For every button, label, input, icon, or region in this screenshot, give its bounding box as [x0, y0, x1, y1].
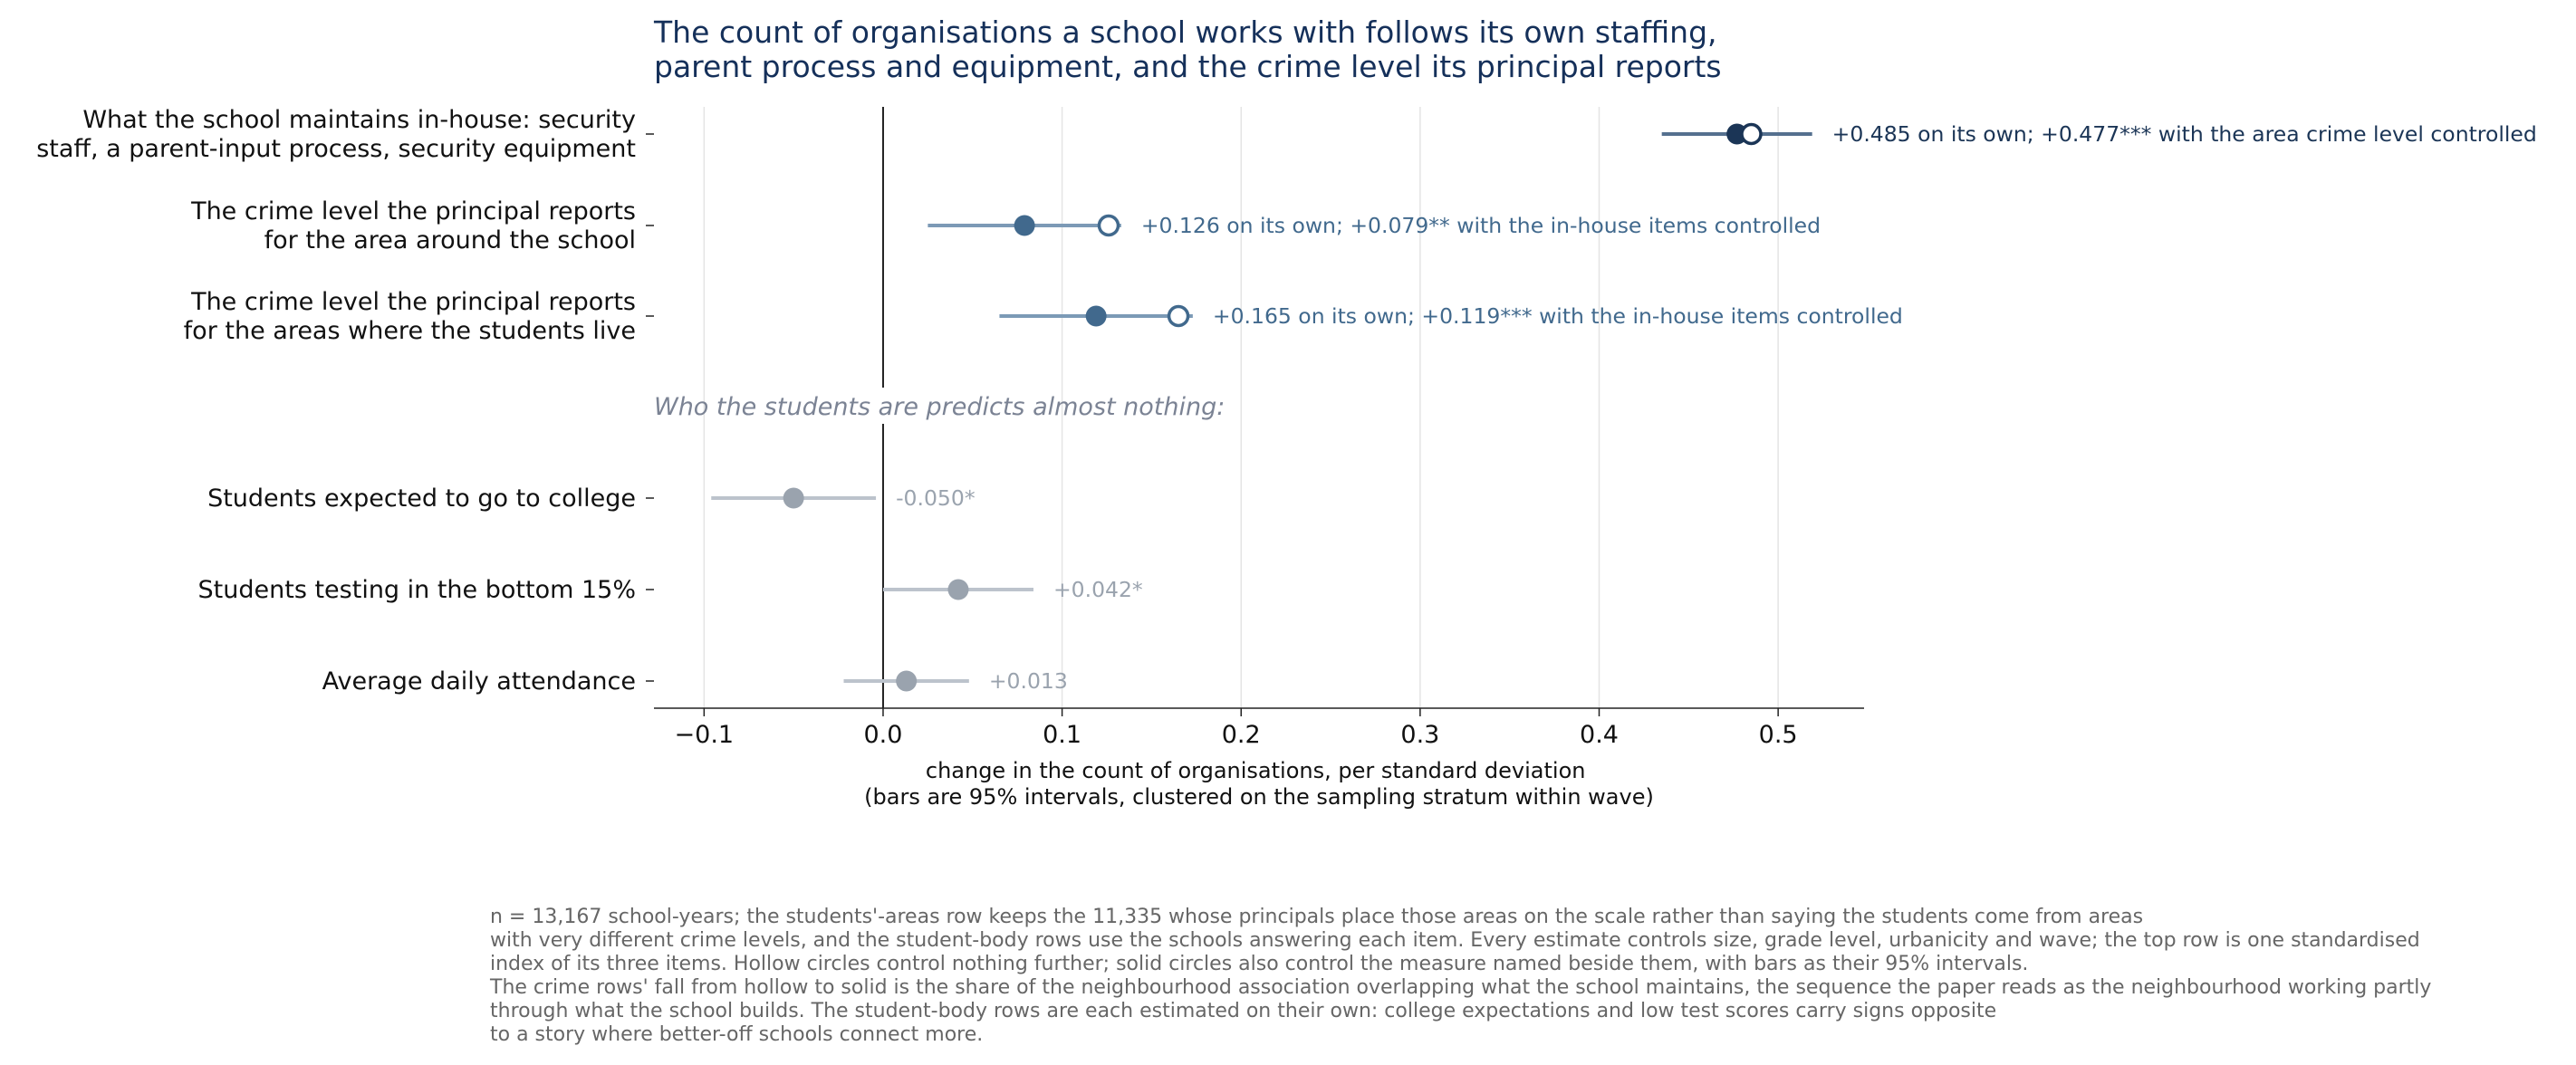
- row-1: The crime level the principal reports for…: [190, 197, 1821, 254]
- chart-title: The count of organisations a school work…: [653, 14, 1726, 84]
- footnote-line-1: n = 13,167 school-years; the students'-a…: [490, 906, 2143, 928]
- x-axis-label: change in the count of organisations, pe…: [864, 758, 1654, 810]
- x-axis: −0.1 0.0 0.1 0.2 0.3 0.4 0.5: [654, 707, 1864, 749]
- row-annotation-4: +0.042*: [1053, 577, 1143, 602]
- row-label-0-line-1: What the school maintains in-house: secu…: [82, 106, 636, 134]
- row-label-2: The crime level the principal reports for…: [184, 288, 636, 345]
- row-4: Students testing in the bottom 15% +0.042…: [198, 576, 1143, 604]
- hollow-point-1: [1097, 214, 1120, 237]
- chart-title-line-1: The count of organisations a school work…: [653, 14, 1717, 50]
- solid-point-5: [896, 670, 918, 692]
- row-label-0-line-2: staff, a parent-input process, security …: [36, 135, 636, 163]
- footnote: n = 13,167 school-years; the students'-a…: [489, 906, 2431, 1046]
- x-tick-label-3: 0.2: [1222, 721, 1261, 749]
- hollow-point-0: [1740, 122, 1763, 146]
- row-label-4: Students testing in the bottom 15%: [198, 576, 636, 604]
- row-label-1-line-1: The crime level the principal reports: [190, 197, 636, 225]
- row-label-3-line-1: Students expected to go to college: [207, 485, 636, 513]
- row-label-2-line-2: for the areas where the students live: [184, 317, 636, 345]
- footnote-line-3: index of its three items. Hollow circles…: [490, 953, 2028, 975]
- x-tick-label-4: 0.3: [1400, 721, 1439, 749]
- chart-title-line-2: parent process and equipment, and the cr…: [654, 49, 1722, 84]
- row-annotation-0: +0.485 on its own; +0.477*** with the ar…: [1832, 121, 2537, 147]
- hollow-point-2: [1167, 304, 1190, 328]
- chart-rows: What the school maintains in-house: secu…: [36, 106, 2537, 696]
- x-axis-label-line-1: change in the count of organisations, pe…: [926, 758, 1586, 783]
- footnote-text: n = 13,167 school-years; the students'-a…: [489, 906, 2431, 1046]
- row-label-0: What the school maintains in-house: secu…: [36, 106, 636, 163]
- x-tick-label-1: 0.0: [863, 721, 902, 749]
- x-tick-label-6: 0.5: [1759, 721, 1798, 749]
- solid-point-1: [1014, 215, 1035, 236]
- row-annotation-2: +0.165 on its own; +0.119*** with the in…: [1213, 303, 1903, 329]
- row-label-4-line-1: Students testing in the bottom 15%: [198, 576, 636, 604]
- row-label-3: Students expected to go to college: [207, 485, 636, 513]
- row-annotation-5: +0.013: [989, 668, 1068, 694]
- row-annotation-1: +0.126 on its own; +0.079** with the in-…: [1141, 213, 1821, 238]
- grid-lines: [703, 107, 1779, 708]
- row-3: Students expected to go to college -0.050…: [207, 485, 976, 513]
- solid-point-2: [1085, 305, 1107, 327]
- row-label-2-line-1: The crime level the principal reports: [190, 288, 636, 316]
- row-annotation-3: -0.050*: [896, 485, 976, 511]
- row-label-5-line-1: Average daily attendance: [322, 667, 636, 696]
- solid-point-4: [947, 579, 969, 600]
- section-note: Who the students are predicts almost not…: [654, 393, 1225, 421]
- x-axis-label-line-2: (bars are 95% intervals, clustered on th…: [864, 784, 1654, 810]
- solid-point-3: [783, 487, 804, 509]
- row-0: What the school maintains in-house: secu…: [36, 106, 2537, 163]
- x-tick-label-2: 0.1: [1043, 721, 1081, 749]
- row-label-1-line-2: for the area around the school: [264, 226, 636, 254]
- row-label-1: The crime level the principal reports for…: [190, 197, 636, 254]
- footnote-line-5: through what the school builds. The stud…: [490, 1000, 1996, 1022]
- footnote-line-2: with very different crime levels, and th…: [490, 929, 2420, 952]
- x-tick-label-0: −0.1: [675, 721, 735, 749]
- footnote-line-4: The crime rows' fall from hollow to soli…: [489, 976, 2431, 999]
- row-5: Average daily attendance +0.013: [322, 667, 1068, 696]
- row-label-5: Average daily attendance: [322, 667, 636, 696]
- footnote-line-6: to a story where better-off schools conn…: [490, 1023, 983, 1046]
- x-tick-label-5: 0.4: [1580, 721, 1619, 749]
- row-2: The crime level the principal reports for…: [184, 288, 1903, 345]
